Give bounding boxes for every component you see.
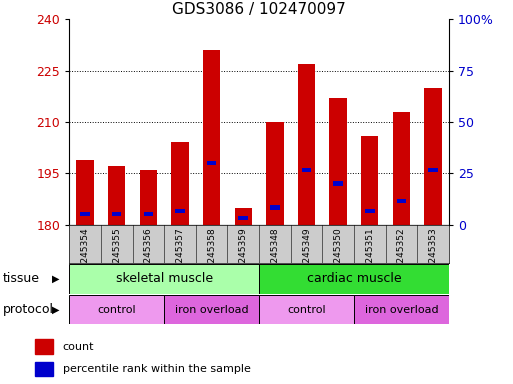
Bar <box>35 362 53 376</box>
Bar <box>365 209 374 213</box>
Text: GSM245350: GSM245350 <box>333 228 343 283</box>
Bar <box>298 64 315 225</box>
Bar <box>203 50 220 225</box>
Text: GSM245357: GSM245357 <box>175 228 185 283</box>
Text: count: count <box>63 342 94 352</box>
Bar <box>108 166 125 225</box>
Title: GDS3086 / 102470097: GDS3086 / 102470097 <box>172 2 346 17</box>
Text: GSM245352: GSM245352 <box>397 228 406 282</box>
Bar <box>333 182 343 185</box>
Bar <box>81 212 90 217</box>
Bar <box>234 207 252 225</box>
Text: ▶: ▶ <box>51 274 59 284</box>
Bar <box>140 170 157 225</box>
Text: GSM245355: GSM245355 <box>112 228 121 283</box>
Bar <box>35 339 53 354</box>
FancyBboxPatch shape <box>259 295 354 324</box>
Text: control: control <box>287 305 326 314</box>
Bar <box>144 212 153 217</box>
Text: percentile rank within the sample: percentile rank within the sample <box>63 364 250 374</box>
Bar <box>428 168 438 172</box>
FancyBboxPatch shape <box>354 295 449 324</box>
Bar <box>76 160 94 225</box>
FancyBboxPatch shape <box>69 295 164 324</box>
Bar <box>302 168 311 172</box>
Bar <box>171 142 189 225</box>
Text: protocol: protocol <box>3 303 53 316</box>
Text: GSM245356: GSM245356 <box>144 228 153 283</box>
Bar <box>329 98 347 225</box>
Bar <box>397 199 406 203</box>
Text: ▶: ▶ <box>51 305 59 314</box>
Text: GSM245349: GSM245349 <box>302 228 311 282</box>
Text: control: control <box>97 305 136 314</box>
Text: skeletal muscle: skeletal muscle <box>115 272 213 285</box>
Bar <box>239 216 248 220</box>
Text: GSM245353: GSM245353 <box>428 228 438 283</box>
Text: cardiac muscle: cardiac muscle <box>307 272 401 285</box>
Text: GSM245359: GSM245359 <box>239 228 248 283</box>
Text: iron overload: iron overload <box>365 305 438 314</box>
FancyBboxPatch shape <box>259 264 449 294</box>
Text: GSM245354: GSM245354 <box>81 228 90 282</box>
Text: GSM245348: GSM245348 <box>270 228 280 282</box>
Bar <box>112 212 122 217</box>
Bar <box>361 136 379 225</box>
Text: GSM245358: GSM245358 <box>207 228 216 283</box>
FancyBboxPatch shape <box>164 295 259 324</box>
Bar <box>424 88 442 225</box>
Text: GSM245351: GSM245351 <box>365 228 374 283</box>
Text: iron overload: iron overload <box>175 305 248 314</box>
Bar <box>270 205 280 210</box>
Bar <box>266 122 284 225</box>
FancyBboxPatch shape <box>69 264 259 294</box>
Bar <box>393 112 410 225</box>
Text: tissue: tissue <box>3 272 40 285</box>
Bar <box>207 161 216 165</box>
Bar <box>175 209 185 213</box>
